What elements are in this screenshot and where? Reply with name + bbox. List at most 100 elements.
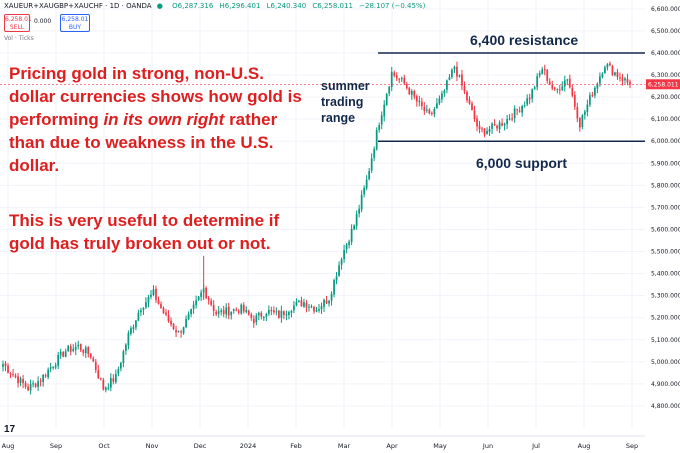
- candle-body: [488, 129, 491, 132]
- candle-body: [102, 379, 105, 390]
- candle-body: [425, 109, 428, 111]
- candle-body: [543, 69, 546, 71]
- candle-body: [599, 76, 601, 84]
- candle-body: [162, 307, 165, 314]
- candle-body: [300, 300, 303, 307]
- candle-body: [403, 77, 406, 84]
- candle-body: [290, 310, 293, 313]
- range-label-line-3: range: [321, 111, 356, 125]
- main-note-part-a: Pricing gold in strong, non-U.S. dollar …: [9, 64, 302, 129]
- y-tick-label: 6,300.000: [651, 72, 680, 79]
- x-tick-label: Jun: [482, 442, 493, 450]
- candle-body: [32, 383, 34, 385]
- candle-body: [305, 302, 308, 308]
- candle-body: [94, 361, 97, 370]
- symbol-name[interactable]: XAUEUR+XAUGBP+XAUCHF · 1D · OANDA: [4, 2, 152, 10]
- y-tick-label: 4,800.000: [651, 403, 680, 410]
- candle-body: [583, 111, 586, 115]
- candle-body: [360, 194, 363, 210]
- candle-body: [130, 328, 132, 334]
- candle-body: [44, 375, 47, 377]
- candle-body: [147, 297, 150, 303]
- candle-body: [109, 377, 112, 388]
- candle-body: [588, 95, 591, 105]
- candle-body: [230, 311, 233, 316]
- candle-body: [27, 386, 29, 391]
- y-tick-label: 6,000.000: [651, 138, 680, 145]
- candle-body: [493, 124, 496, 126]
- candle-body: [215, 311, 218, 315]
- ohlc-open: O6,287.316: [172, 2, 214, 10]
- candle-body: [122, 351, 125, 363]
- candle-body: [395, 75, 398, 79]
- candle-body: [69, 346, 72, 352]
- sell-label: SELL: [9, 24, 25, 31]
- second-annotation: This is very useful to determine if gold…: [9, 211, 280, 253]
- candle-body: [358, 208, 361, 214]
- candle-body: [390, 71, 393, 88]
- time-axis[interactable]: Aug Sep Oct Nov Dec 2024 Feb Mar Apr May Jun Jul Aug…: [0, 435, 645, 450]
- candle-body: [313, 306, 315, 312]
- candle-body: [24, 382, 27, 387]
- candle-body: [262, 317, 265, 319]
- candle-body: [265, 314, 268, 317]
- candle-body: [192, 304, 195, 309]
- candle-body: [288, 312, 290, 315]
- candle-body: [551, 85, 554, 89]
- candle-body: [200, 292, 203, 297]
- market-status-icon: ●: [156, 2, 163, 10]
- candle-body: [67, 345, 70, 352]
- price-axis[interactable]: 4,800.000 4,900.000 5,000.000 5,100.000 5,20…: [646, 6, 680, 410]
- candle-body: [609, 63, 611, 66]
- ohlc-low: L6,240.340: [266, 2, 307, 10]
- candle-body: [157, 300, 160, 304]
- candle-body: [160, 303, 162, 309]
- candle-body: [370, 158, 373, 171]
- candle-body: [247, 310, 250, 315]
- candle-body: [461, 74, 463, 86]
- candle-body: [453, 66, 456, 70]
- candle-body: [227, 306, 230, 316]
- sell-button[interactable]: 6,258.01 SELL: [4, 14, 32, 32]
- candle-body: [54, 365, 57, 368]
- candle-body: [142, 308, 145, 310]
- candle-body: [468, 99, 471, 104]
- candle-body: [112, 378, 115, 382]
- candle-body: [185, 318, 187, 328]
- candle-body: [107, 387, 110, 389]
- candle-body: [308, 306, 310, 308]
- candle-body: [536, 76, 539, 88]
- candle-body: [187, 314, 190, 320]
- candle-body: [303, 302, 305, 307]
- volume-indicator-label[interactable]: Vol · Ticks: [4, 35, 34, 42]
- candle-body: [428, 109, 431, 114]
- candle-body: [270, 309, 273, 312]
- candle-body: [418, 100, 421, 102]
- candle-body: [42, 374, 45, 382]
- y-tick-label: 5,100.000: [651, 337, 680, 344]
- ohlc-high: H6,296.401: [219, 2, 261, 10]
- candle-body: [548, 81, 551, 85]
- tradingview-logo-icon[interactable]: 17: [4, 424, 16, 435]
- candle-body: [383, 104, 386, 117]
- candle-body: [511, 118, 514, 120]
- main-note-emphasis: in its own right: [103, 110, 225, 129]
- candle-body: [446, 80, 448, 90]
- candle-body: [521, 105, 524, 113]
- candle-body: [280, 310, 283, 318]
- candle-body: [252, 318, 255, 324]
- candle-body: [205, 287, 208, 299]
- candle-body: [586, 104, 589, 113]
- range-label-line-1: summer: [321, 79, 370, 93]
- candle-body: [22, 378, 24, 384]
- candle-body: [363, 187, 366, 195]
- candle-body: [170, 320, 172, 325]
- candle-body: [506, 118, 508, 125]
- candle-body: [152, 289, 155, 295]
- candle-body: [456, 66, 458, 77]
- candle-body: [295, 301, 298, 306]
- candle-body: [528, 97, 531, 100]
- buy-button[interactable]: 6,258.01 BUY: [60, 14, 90, 32]
- candle-body: [59, 351, 62, 356]
